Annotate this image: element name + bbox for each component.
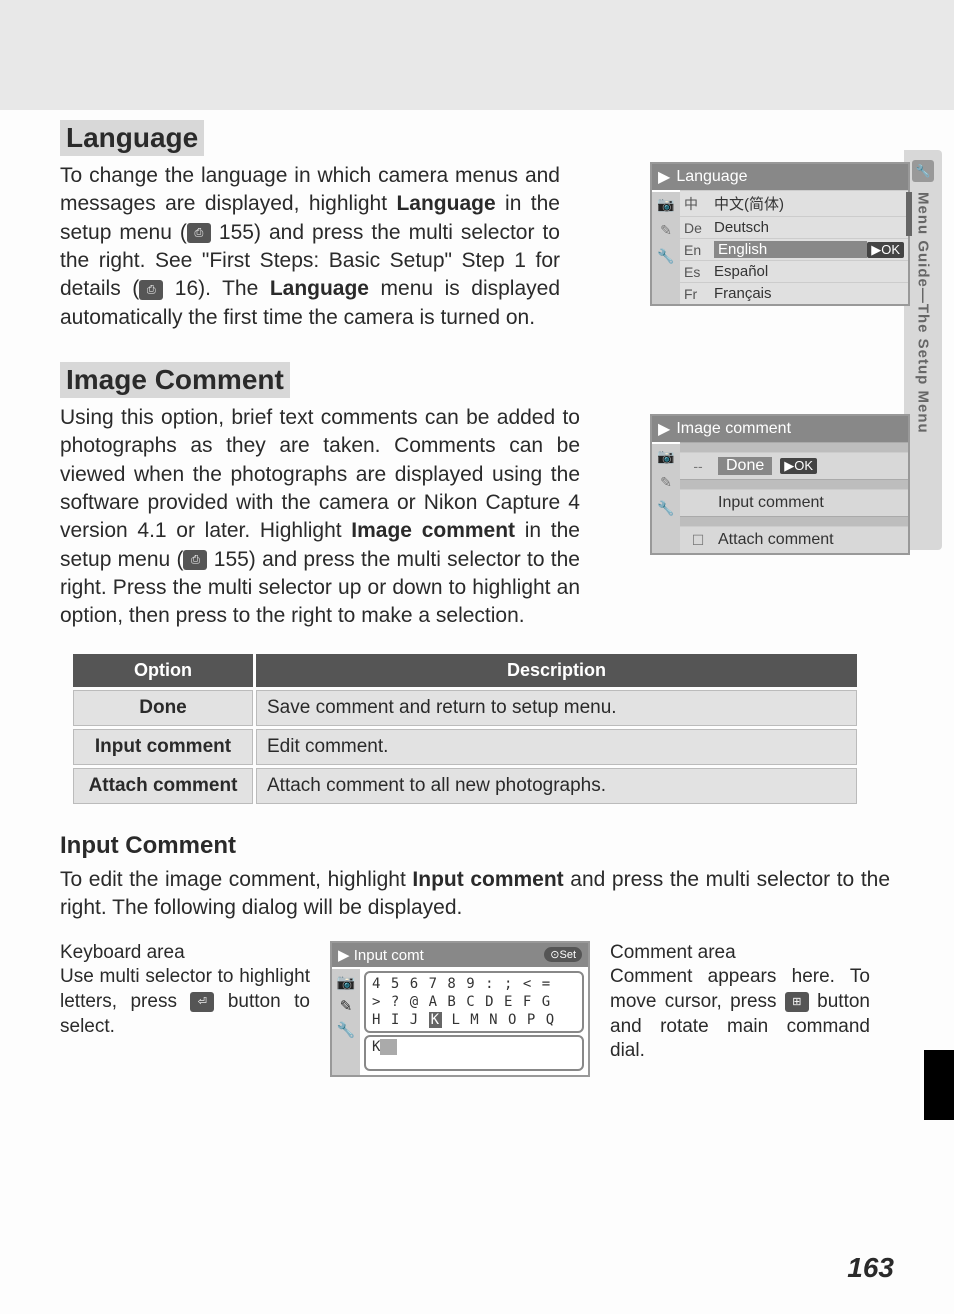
lang-row-selected: En English ▶OK: [680, 238, 908, 260]
page-ref-icon: ⎙: [187, 223, 211, 243]
image-comment-heading: Image Comment: [60, 362, 290, 398]
lcd-sidebar: 📷 ✎ 🔧: [652, 192, 680, 304]
td-description: Attach comment to all new photographs.: [256, 768, 857, 804]
table-row: Input comment Edit comment.: [73, 729, 857, 765]
input-comment-lcd: ▶ Input comt ⊙Set 📷 ✎ 🔧 4 5 6 7 8 9 : ; …: [330, 941, 590, 1078]
play-icon: ▶: [658, 419, 670, 439]
kbd-highlight: K: [429, 1012, 442, 1028]
td-option: Input comment: [73, 729, 253, 765]
side-tab-label: Menu Guide—The Setup Menu: [915, 192, 932, 434]
th-description: Description: [256, 654, 857, 687]
image-comment-lcd: ▶ Image comment 📷 ✎ 🔧 -- Done ▶OK: [650, 414, 910, 555]
input-comment-diagram: Keyboard area Use multi selector to high…: [60, 941, 890, 1078]
page-number: 163: [847, 1252, 894, 1284]
lang-code: Es: [684, 264, 714, 280]
ic-label: Attach comment: [718, 531, 902, 549]
lang-row: De Deutsch: [680, 216, 908, 238]
lcd-title-row: ▶ Input comt ⊙Set: [332, 943, 588, 967]
lang-code: De: [684, 220, 714, 236]
language-heading: Language: [60, 120, 204, 156]
set-badge: ⊙Set: [544, 947, 582, 962]
wrench-icon: 🔧: [657, 248, 675, 266]
lang-row: Fr Français: [680, 282, 908, 304]
ic-label: Done: [718, 457, 772, 475]
wrench-icon: 🔧: [657, 500, 675, 518]
lang-row: 中 中文(简体): [680, 190, 908, 216]
ic-prefix: --: [686, 458, 710, 474]
lang-label: Deutsch: [714, 219, 904, 236]
lang-row: Es Español: [680, 260, 908, 282]
th-option: Option: [73, 654, 253, 687]
kbd-row: 4 5 6 7 8 9 : ; < =: [372, 975, 576, 993]
text: 16). The: [163, 277, 270, 300]
enter-button-icon: ⏎: [190, 992, 214, 1012]
checkbox-icon: ☐: [686, 532, 710, 549]
thumbnail-button-icon: ⊞: [785, 992, 809, 1012]
language-lcd: ▶ Language 📷 ✎ 🔧 中 中文(简体) De Deutsch: [650, 162, 910, 306]
td-description: Save comment and return to setup menu.: [256, 690, 857, 726]
text: To edit the image comment, highlight: [60, 868, 412, 891]
top-gray-band: [0, 0, 954, 110]
ic-row-attach: ☐ Attach comment: [680, 526, 908, 553]
td-option: Done: [73, 690, 253, 726]
cursor: [380, 1039, 396, 1055]
table-row: Attach comment Attach comment to all new…: [73, 768, 857, 804]
lcd-title-text: Image comment: [676, 420, 791, 438]
ok-indicator: ▶OK: [867, 242, 904, 258]
black-edge-tab: [924, 1050, 954, 1120]
lang-label: Français: [714, 285, 904, 302]
page-ref-icon: ⎙: [139, 280, 163, 300]
ic-row-input: Input comment: [680, 489, 908, 516]
comment-area-callout: Comment area Comment appears here. To mo…: [610, 941, 870, 1078]
lcd-title-text: Input comt: [354, 947, 424, 964]
comment-area: K: [364, 1035, 584, 1071]
input-comment-paragraph: To edit the image comment, highlight Inp…: [60, 866, 890, 923]
kbd-row: H I J K L M N O P Q: [372, 1011, 576, 1029]
set-label: Set: [559, 949, 576, 961]
lcd-title-row: ▶ Language: [652, 164, 908, 190]
keyboard-area: 4 5 6 7 8 9 : ; < = > ? @ A B C D E F G …: [364, 971, 584, 1034]
lcd-sidebar: 📷 ✎ 🔧: [332, 969, 360, 1076]
lang-label: 中文(简体): [714, 193, 904, 214]
lcd-title-row: ▶ Image comment: [652, 416, 908, 442]
table-row: Done Save comment and return to setup me…: [73, 690, 857, 726]
pencil-icon: ✎: [340, 997, 353, 1015]
lang-label: English: [714, 241, 867, 258]
text-bold: Language: [270, 277, 369, 300]
input-comment-heading: Input Comment: [60, 832, 890, 860]
lcd-sidebar: 📷 ✎ 🔧: [652, 444, 680, 553]
ok-indicator: ▶OK: [780, 458, 817, 474]
td-description: Edit comment.: [256, 729, 857, 765]
kbd-row: > ? @ A B C D E F G: [372, 993, 576, 1011]
options-table: Option Description Done Save comment and…: [70, 651, 860, 807]
text-bold: Input comment: [412, 868, 563, 891]
td-option: Attach comment: [73, 768, 253, 804]
page-ref-icon: ⎙: [183, 550, 207, 570]
lang-code: En: [684, 242, 714, 258]
language-paragraph: To change the language in which camera m…: [60, 162, 560, 332]
camera-icon: 📷: [657, 196, 675, 214]
play-icon: ▶: [338, 947, 350, 964]
ic-label: Input comment: [718, 494, 902, 512]
camera-icon: 📷: [657, 448, 675, 466]
wrench-icon: 🔧: [337, 1021, 356, 1039]
lang-label: Español: [714, 263, 904, 280]
ic-row-done: -- Done ▶OK: [680, 452, 908, 479]
lcd-title-text: Language: [676, 168, 747, 186]
pencil-icon: ✎: [657, 474, 675, 492]
play-icon: ▶: [658, 167, 670, 187]
keyboard-area-callout: Keyboard area Use multi selector to high…: [60, 941, 310, 1078]
text-bold: Image comment: [351, 519, 515, 542]
pencil-icon: ✎: [657, 222, 675, 240]
callout-title: Comment area: [610, 941, 870, 966]
text-bold: Language: [396, 192, 495, 215]
lang-code: Fr: [684, 286, 714, 302]
wrench-icon: 🔧: [912, 160, 934, 182]
scroll-accent: [906, 192, 912, 236]
lang-code: 中: [684, 194, 714, 214]
callout-title: Keyboard area: [60, 941, 310, 966]
camera-icon: 📷: [337, 973, 356, 991]
